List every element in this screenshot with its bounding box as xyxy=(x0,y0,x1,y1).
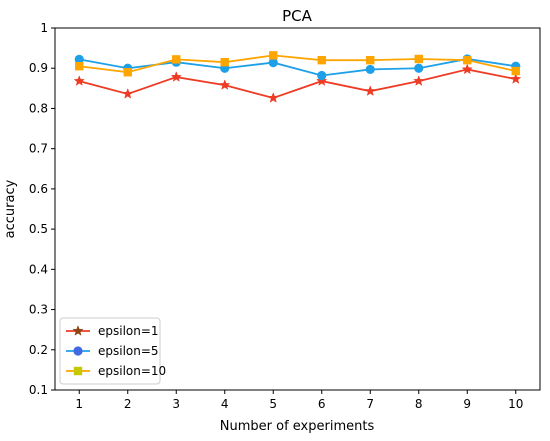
data-point xyxy=(364,85,376,96)
y-axis-label: accuracy xyxy=(3,179,18,238)
legend-label: epsilon=1 xyxy=(98,324,159,338)
data-point xyxy=(463,55,472,65)
data-point xyxy=(414,54,423,64)
y-tick-label: 0.3 xyxy=(29,303,48,317)
plot-frame xyxy=(54,27,541,391)
data-point xyxy=(73,75,85,86)
x-tick-label: 10 xyxy=(508,397,523,411)
x-tick-label: 1 xyxy=(75,397,83,411)
y-tick-label: 0.1 xyxy=(29,383,48,397)
legend-marker xyxy=(72,325,84,336)
x-tick-label: 5 xyxy=(269,397,277,411)
x-tick-label: 2 xyxy=(124,397,132,411)
series-1 xyxy=(73,63,522,103)
legend-label: epsilon=5 xyxy=(98,344,159,358)
y-tick-label: 1 xyxy=(40,21,48,35)
legend-item: epsilon=5 xyxy=(66,344,159,358)
x-tick-label: 7 xyxy=(366,397,374,411)
y-tick-label: 0.5 xyxy=(29,222,48,236)
x-axis: 1 2 3 4 5 6 7 8 9 10 xyxy=(75,390,523,411)
series-layer xyxy=(73,51,522,103)
data-point xyxy=(317,70,327,81)
y-tick-label: 0.4 xyxy=(29,262,48,276)
data-point xyxy=(511,66,520,76)
y-tick-label: 0.6 xyxy=(29,182,48,196)
data-point xyxy=(365,64,375,75)
x-axis-label: Number of experiments xyxy=(220,419,375,434)
data-point xyxy=(123,68,132,77)
data-point xyxy=(220,57,229,67)
legend-marker xyxy=(73,346,83,356)
chart-title: PCA xyxy=(282,7,313,25)
data-point xyxy=(268,57,278,68)
data-point xyxy=(414,63,424,73)
x-tick-label: 9 xyxy=(463,397,471,411)
legend-marker xyxy=(73,366,83,376)
data-point xyxy=(219,79,231,90)
legend-label: epsilon=10 xyxy=(98,364,166,378)
data-point xyxy=(461,63,473,75)
data-point xyxy=(413,75,425,86)
data-point xyxy=(122,88,134,99)
data-point xyxy=(269,51,278,60)
y-tick-label: 0.2 xyxy=(29,343,48,357)
data-point xyxy=(366,55,375,65)
x-tick-label: 8 xyxy=(415,397,423,411)
data-point xyxy=(74,54,84,64)
data-point xyxy=(267,92,279,103)
data-point xyxy=(170,71,182,82)
legend-box xyxy=(59,317,161,385)
legend-item: epsilon=1 xyxy=(66,324,159,338)
data-point xyxy=(172,55,181,64)
data-point xyxy=(510,73,522,84)
series-3 xyxy=(75,51,520,77)
y-tick-label: 0.7 xyxy=(29,142,48,156)
data-point xyxy=(316,75,328,86)
y-tick-label: 0.8 xyxy=(29,101,48,115)
data-point xyxy=(317,55,326,65)
data-point xyxy=(75,62,84,71)
series-line xyxy=(79,54,516,74)
y-tick-label: 0.9 xyxy=(29,61,48,75)
x-tick-label: 4 xyxy=(221,397,229,411)
legend: epsilon=1 epsilon=5 epsilon=10 xyxy=(59,317,166,385)
x-tick-label: 6 xyxy=(318,397,326,411)
x-tick-label: 3 xyxy=(172,397,180,411)
series-line xyxy=(79,68,516,99)
legend-item: epsilon=10 xyxy=(66,364,166,378)
y-axis: 0.1 0.2 0.3 0.4 0.5 0.6 0.7 0.8 0.9 1 xyxy=(29,21,55,397)
